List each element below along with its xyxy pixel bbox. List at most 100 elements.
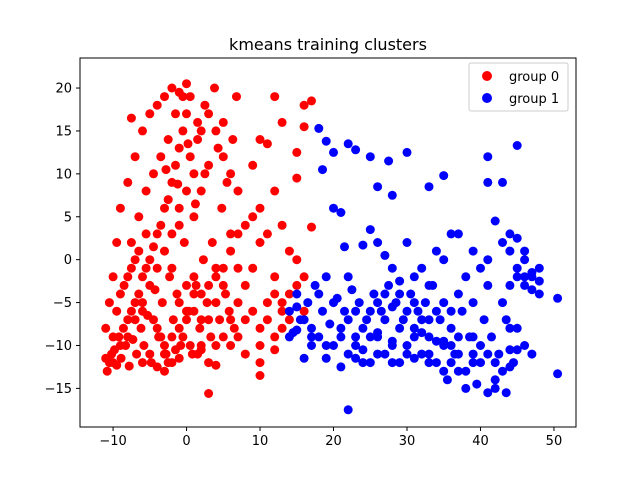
data-point-group-1 [292,289,302,299]
data-point-group-0 [108,358,118,368]
data-point-group-0 [167,358,177,368]
data-point-group-0 [218,117,228,127]
data-point-group-0 [123,315,133,325]
data-point-group-1 [362,315,372,325]
data-point-group-1 [424,332,434,342]
data-point-group-0 [145,109,155,119]
data-point-group-1 [365,306,375,316]
x-tick-label: 50 [546,434,563,449]
data-point-group-1 [431,358,441,368]
data-point-group-1 [402,238,412,247]
data-point-group-0 [224,306,234,316]
data-point-group-0 [228,135,238,144]
data-point-group-1 [307,323,316,333]
data-point-group-0 [123,272,133,282]
data-point-group-0 [189,212,199,222]
data-point-group-0 [174,87,184,97]
data-point-group-1 [365,332,375,342]
data-point-group-1 [409,272,419,282]
data-point-group-0 [101,323,111,333]
data-point-group-0 [277,306,287,316]
chart-title: kmeans training clusters [229,35,427,54]
data-point-group-1 [420,298,430,308]
data-point-group-0 [204,280,214,290]
data-point-group-0 [130,152,140,162]
data-point-group-0 [191,280,201,290]
data-point-group-1 [398,315,408,325]
data-point-group-1 [446,358,456,368]
data-point-group-0 [174,323,184,333]
data-point-group-0 [292,255,302,265]
data-point-group-1 [476,358,485,368]
data-point-group-1 [498,366,507,376]
x-tick-label: 10 [252,434,269,449]
data-point-group-1 [343,139,353,149]
data-point-group-0 [211,126,221,136]
data-point-group-0 [200,100,210,110]
data-point-group-0 [270,289,280,299]
data-point-group-1 [284,332,294,342]
data-point-group-0 [101,353,111,363]
data-point-group-1 [384,156,394,166]
data-point-group-1 [468,349,478,359]
data-point-group-1 [505,345,515,355]
data-point-group-1 [483,152,493,162]
data-point-group-1 [314,289,324,299]
data-point-group-0 [221,289,230,299]
data-point-group-1 [468,298,478,308]
y-tick-label: 10 [55,167,72,182]
data-point-group-1 [387,263,397,273]
data-point-group-1 [329,298,338,308]
data-point-group-0 [182,280,191,290]
data-point-group-0 [152,362,162,372]
data-point-group-1 [520,280,530,290]
data-point-group-1 [512,323,522,333]
data-point-group-1 [431,246,441,256]
data-point-group-1 [417,263,427,273]
data-point-group-1 [395,289,405,299]
data-point-group-1 [303,298,313,308]
data-point-group-1 [435,315,445,325]
data-point-group-0 [248,212,258,222]
data-point-group-0 [190,199,200,209]
data-point-group-1 [446,341,456,350]
data-point-group-0 [123,177,133,187]
data-point-group-1 [387,341,397,350]
y-tick-label: −10 [45,339,72,354]
data-point-group-0 [130,298,140,308]
data-point-group-0 [156,220,166,230]
data-point-group-1 [534,289,544,299]
data-point-group-0 [134,289,144,299]
data-point-group-1 [527,272,537,282]
x-tick-label: 40 [472,434,489,449]
data-point-group-1 [380,349,390,359]
data-point-group-1 [343,315,353,325]
data-point-group-1 [329,341,338,350]
y-tick-label: 0 [64,253,72,268]
data-point-group-0 [108,272,118,282]
data-point-group-0 [136,323,146,333]
data-point-group-0 [149,315,158,325]
data-point-group-1 [505,362,515,372]
data-point-group-1 [476,341,485,350]
data-point-group-1 [505,246,515,256]
data-point-group-1 [512,263,522,273]
data-point-group-1 [321,272,331,282]
data-point-group-0 [262,315,272,325]
data-point-group-0 [174,143,184,153]
data-point-group-0 [307,222,316,232]
data-point-group-1 [527,349,537,359]
data-point-group-0 [204,358,214,368]
data-point-group-0 [270,92,280,102]
data-point-group-0 [255,371,265,380]
data-point-group-0 [112,306,122,316]
data-point-group-0 [204,389,214,398]
data-point-group-0 [270,332,280,342]
data-point-group-0 [152,323,162,333]
data-point-group-1 [351,145,361,155]
data-point-group-0 [160,366,169,376]
data-point-group-0 [211,298,221,308]
data-point-group-1 [487,332,496,342]
data-point-group-0 [255,238,265,247]
